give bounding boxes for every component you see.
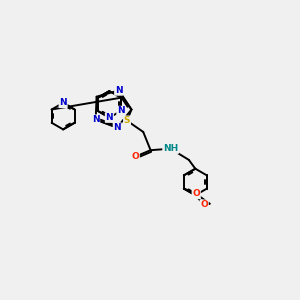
Text: N: N <box>92 115 100 124</box>
Text: N: N <box>117 106 125 116</box>
Text: N: N <box>106 113 113 122</box>
Text: N: N <box>113 123 121 132</box>
Text: O: O <box>192 189 200 198</box>
Text: O: O <box>131 152 139 161</box>
Text: S: S <box>124 116 130 125</box>
Text: NH: NH <box>163 144 178 153</box>
Text: O: O <box>200 200 208 209</box>
Text: N: N <box>115 86 122 95</box>
Text: N: N <box>59 98 67 107</box>
